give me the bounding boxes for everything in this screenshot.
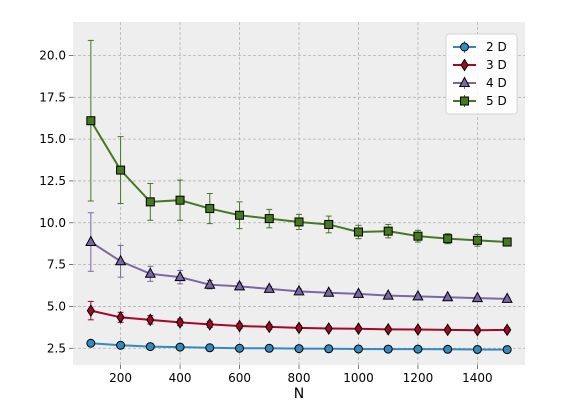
data-point — [146, 313, 155, 327]
data-point — [471, 291, 484, 303]
data-point — [263, 282, 275, 293]
series-5d — [86, 39, 512, 247]
data-point — [205, 343, 215, 353]
data-point — [353, 227, 363, 237]
data-point — [205, 317, 214, 331]
legend: 2 D 3 D 4 D 5 D — [445, 33, 518, 115]
data-point — [233, 279, 246, 291]
data-point — [264, 214, 274, 224]
legend-marker — [460, 58, 469, 72]
data-point — [86, 338, 96, 348]
legend-label: 3 D — [486, 58, 507, 72]
data-point — [294, 321, 304, 335]
data-point — [175, 342, 185, 352]
series-2d — [86, 338, 512, 355]
data-point — [382, 289, 394, 300]
data-point — [175, 315, 185, 329]
data-point — [294, 217, 304, 227]
data-point — [443, 234, 453, 244]
data-point — [85, 235, 97, 247]
series-3d — [86, 300, 512, 337]
data-point — [116, 340, 126, 350]
legend-item-4d: 4 D — [453, 76, 507, 90]
data-point — [383, 226, 393, 236]
series-4d — [85, 212, 513, 303]
x-axis-label: N — [294, 386, 304, 402]
data-point — [116, 310, 125, 324]
data-point — [204, 278, 216, 289]
data-point — [235, 343, 245, 353]
legend-label: 5 D — [486, 94, 507, 108]
data-point — [145, 197, 155, 207]
y-axis-ticks: 2.5 5.0 7.5 10.0 12.5 15.0 17.5 20.0 — [39, 48, 73, 355]
data-point — [413, 344, 423, 354]
x-tick-label: 200 — [109, 371, 132, 385]
data-point — [235, 210, 245, 220]
legend-frame — [445, 33, 518, 115]
data-point — [413, 231, 423, 241]
data-point — [144, 267, 156, 278]
data-point — [472, 235, 482, 245]
data-point — [324, 219, 334, 229]
data-point — [116, 165, 126, 175]
legend-label: 4 D — [486, 76, 507, 90]
legend-item-2d: 2 D — [453, 40, 507, 54]
data-point — [442, 290, 454, 302]
x-tick-label: 800 — [288, 371, 311, 385]
data-point — [353, 344, 363, 354]
data-point — [205, 204, 215, 214]
legend-item-5d: 5 D — [453, 94, 507, 108]
data-point — [175, 195, 185, 205]
x-tick-label: 1000 — [343, 371, 374, 385]
data-point — [145, 342, 155, 352]
data-point — [235, 319, 244, 333]
legend-label: 2 D — [486, 40, 507, 54]
data-point — [174, 270, 186, 282]
y-tick-label: 5.0 — [47, 299, 66, 313]
data-point — [323, 286, 335, 297]
x-tick-label: 1200 — [403, 371, 434, 385]
data-point — [264, 343, 274, 353]
data-point — [473, 323, 482, 337]
data-point — [501, 292, 513, 303]
legend-marker — [460, 96, 469, 106]
x-tick-label: 600 — [228, 371, 251, 385]
legend-item-3d: 3 D — [453, 58, 507, 72]
data-point — [412, 289, 424, 301]
data-point — [354, 322, 363, 336]
data-point — [352, 287, 365, 298]
data-point — [443, 323, 452, 337]
x-axis-ticks: 200 400 600 800 1000 1200 1400 — [109, 365, 493, 385]
y-tick-label: 15.0 — [39, 132, 66, 146]
data-point — [86, 116, 96, 126]
data-point — [324, 322, 333, 335]
y-tick-label: 10.0 — [39, 216, 66, 230]
data-point — [384, 322, 393, 336]
legend-marker — [458, 76, 471, 87]
y-tick-label: 20.0 — [39, 48, 66, 62]
y-tick-label: 7.5 — [47, 258, 66, 272]
data-point — [383, 344, 393, 354]
y-tick-label: 12.5 — [39, 174, 66, 188]
x-tick-label: 400 — [169, 371, 192, 385]
data-point — [293, 284, 305, 296]
data-point — [472, 344, 482, 354]
series-layer — [85, 39, 513, 355]
data-point — [114, 254, 127, 266]
data-point — [502, 345, 512, 355]
y-tick-label: 17.5 — [39, 90, 66, 104]
data-point — [443, 344, 453, 354]
data-point — [413, 323, 423, 336]
data-point — [503, 323, 512, 337]
x-tick-label: 1400 — [462, 371, 493, 385]
legend-marker — [460, 42, 469, 52]
data-point — [265, 320, 274, 334]
data-point — [502, 237, 512, 247]
y-tick-label: 2.5 — [47, 341, 66, 355]
data-point — [86, 304, 95, 318]
data-point — [294, 344, 304, 354]
data-point — [324, 344, 334, 354]
